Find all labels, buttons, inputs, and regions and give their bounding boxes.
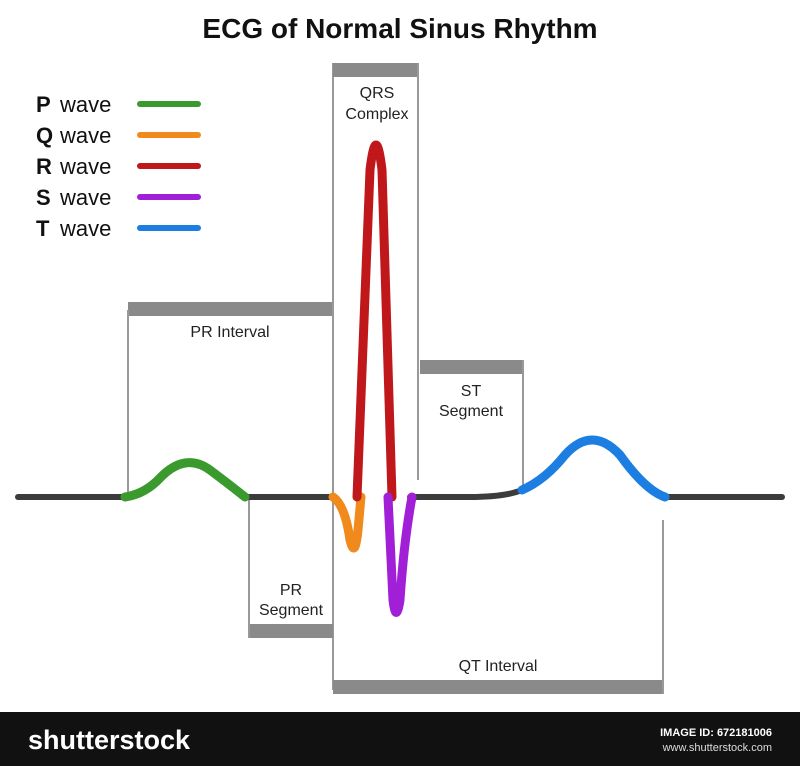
- legend-letter: T: [36, 216, 50, 241]
- legend-letter: S: [36, 185, 51, 210]
- title: ECG of Normal Sinus Rhythm: [202, 13, 597, 44]
- p-wave: [120, 458, 250, 502]
- baseline: [407, 487, 525, 500]
- qrs-bar: [333, 63, 418, 77]
- label: QT Interval: [459, 658, 538, 675]
- legend-letter: P: [36, 92, 51, 117]
- footer-image-id: IMAGE ID: 672181006: [660, 727, 772, 739]
- label: Complex: [345, 106, 408, 123]
- label: QRS: [360, 85, 395, 102]
- st-bar: [420, 360, 523, 374]
- pr-segment-bar: [249, 624, 333, 638]
- footer-site: www.shutterstock.com: [662, 742, 772, 754]
- r-wave: [352, 140, 397, 502]
- ecg-trace: [15, 140, 785, 617]
- label: PR Interval: [190, 324, 269, 341]
- legend-text: wave: [59, 216, 111, 241]
- label: Segment: [259, 602, 324, 619]
- q-wave: [328, 492, 366, 553]
- brackets: [127, 63, 664, 694]
- label: PR: [280, 582, 302, 599]
- legend-letter: R: [36, 154, 52, 179]
- legend-letter: Q: [36, 123, 53, 148]
- legend-text: wave: [59, 92, 111, 117]
- label: Segment: [439, 403, 504, 420]
- legend-text: wave: [59, 123, 111, 148]
- legend-text: wave: [59, 154, 111, 179]
- legend-text: wave: [59, 185, 111, 210]
- label: ST: [461, 383, 482, 400]
- t-wave: [517, 435, 670, 502]
- footer-brand: shutterstock: [28, 725, 191, 755]
- qt-bar: [333, 680, 663, 694]
- s-wave: [383, 492, 417, 617]
- footer-bar: [0, 712, 800, 766]
- pr-interval-bar: [128, 302, 333, 316]
